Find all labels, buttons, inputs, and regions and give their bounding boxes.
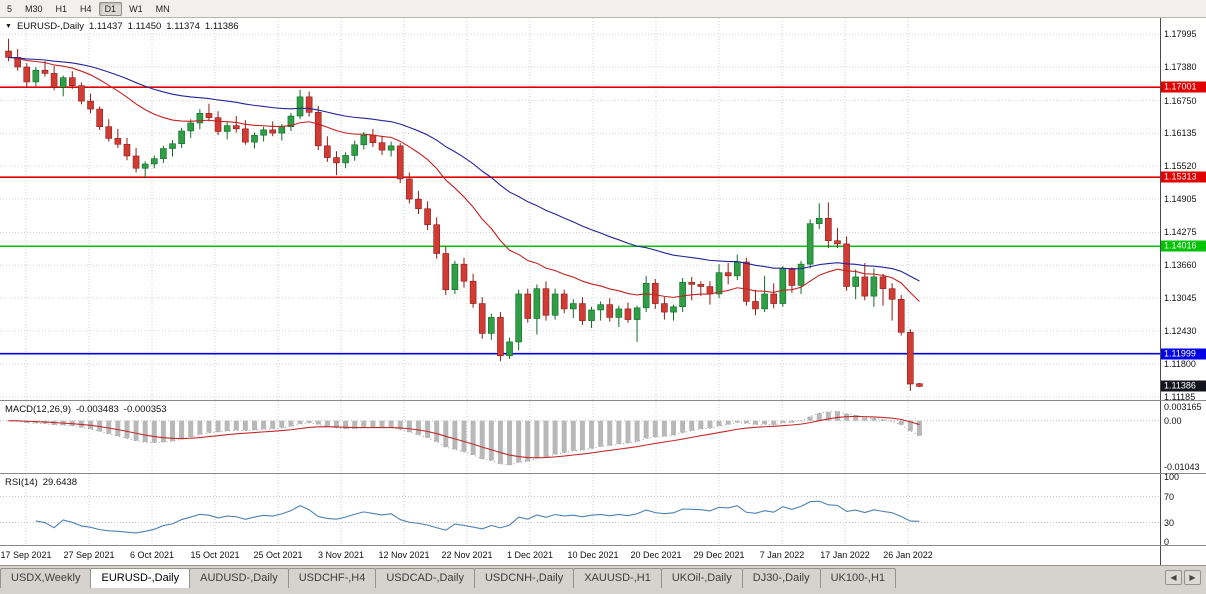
date-label: 6 Oct 2021 <box>129 550 175 560</box>
axis-tick: 1.12430 <box>1164 325 1197 336</box>
axis-tick: 1.11800 <box>1164 359 1196 370</box>
date-label: 7 Jan 2022 <box>759 550 805 560</box>
macd-name: MACD(12,26,9) <box>5 404 71 415</box>
axis-tick: 100 <box>1164 472 1180 482</box>
macd-label: MACD(12,26,9) -0.003483 -0.000353 <box>5 404 167 415</box>
date-label: 22 Nov 2021 <box>441 550 493 560</box>
date-label: 25 Oct 2021 <box>253 550 303 560</box>
price-axis[interactable]: 1.17995 1.17380 1.16750 1.16135 1.15520 1.149… <box>1160 18 1206 403</box>
symbol-label: EURUSD-,Daily <box>16 21 84 32</box>
timeframe-bar: 5 M30 H1 H4 D1 W1 MN <box>0 0 1206 18</box>
timeframe-button-h4[interactable]: H4 <box>80 3 92 14</box>
axis-tick: 1.16750 <box>1164 95 1197 106</box>
chart-tab-usdchf-h4[interactable]: USDCHF-,H4 <box>287 568 377 588</box>
macd-svg <box>0 401 1160 473</box>
axis-tick: 70 <box>1164 491 1175 502</box>
timeframe-button-w1[interactable]: W1 <box>129 3 143 14</box>
chart-tab-usdcad-daily[interactable]: USDCAD-,Daily <box>375 568 475 588</box>
axis-tick: 0.003165 <box>1164 401 1202 412</box>
chart-tabbar: USDX,Weekly EURUSD-,Daily AUDUSD-,Daily USD… <box>0 565 1206 594</box>
timeframe-button-h1[interactable]: H1 <box>55 3 68 14</box>
timeframe-button-mn[interactable]: MN <box>155 3 170 14</box>
chart-tab-audusd-daily[interactable]: AUDUSD-,Daily <box>189 568 289 588</box>
timeframe-button-d1[interactable]: D1 <box>98 1 123 16</box>
chart-tab-usdcnh-daily[interactable]: USDCNH-,Daily <box>473 568 575 588</box>
axis-tick: 1.17380 <box>1164 62 1197 72</box>
ohlc-high: 1.11450 <box>127 21 162 32</box>
rsi-name: RSI(14) <box>5 477 38 488</box>
macd-value-main: -0.003483 <box>76 404 119 415</box>
date-label: 26 Jan 2022 <box>883 550 933 560</box>
axis-tick: 1.17995 <box>1164 29 1197 40</box>
main-chart-svg <box>0 18 1160 400</box>
tab-scroll-right-icon[interactable]: ▶ <box>1184 570 1201 585</box>
axis-tick: 1.13045 <box>1164 292 1197 303</box>
axis-tick: -0.01043 <box>1164 461 1200 472</box>
price-badge: 1.11999 <box>1161 348 1206 360</box>
price-badge: 1.11386 <box>1161 380 1206 392</box>
date-axis[interactable]: 17 Sep 2021 27 Sep 2021 6 Oct 2021 15 Oct 2… <box>0 546 1160 565</box>
axis-tick: 1.11185 <box>1164 392 1196 403</box>
rsi-svg <box>0 474 1160 545</box>
tab-scroll: ◀ ▶ <box>1162 568 1204 587</box>
chart-tab-ukoil-daily[interactable]: UKOil-,Daily <box>660 568 743 588</box>
date-label: 12 Nov 2021 <box>378 550 430 560</box>
rsi-label: RSI(14) 29.6438 <box>5 477 77 488</box>
rsi-axis[interactable]: 100 70 30 0 <box>1160 472 1206 547</box>
axis-tick: 1.15520 <box>1164 161 1197 172</box>
price-plot[interactable]: ▼ EURUSD-,Daily 1.11437 1.11450 1.11374 … <box>0 18 1160 400</box>
chart-tab-dj30-daily[interactable]: DJ30-,Daily <box>741 568 821 588</box>
date-label: 27 Sep 2021 <box>63 550 115 560</box>
axis-tick: 1.13660 <box>1164 260 1197 271</box>
price-badge: 1.17001 <box>1161 81 1206 93</box>
axis-tick: 0.00 <box>1164 415 1182 426</box>
tab-list: USDX,Weekly EURUSD-,Daily AUDUSD-,Daily USD… <box>0 568 897 588</box>
macd-panel: MACD(12,26,9) -0.003483 -0.000353 0.0031… <box>0 400 1206 473</box>
date-axis-row: 17 Sep 2021 27 Sep 2021 6 Oct 2021 15 Oct 2… <box>0 545 1206 565</box>
date-label: 15 Oct 2021 <box>190 550 240 560</box>
date-label: 3 Nov 2021 <box>317 550 365 560</box>
axis-tick: 1.16135 <box>1164 128 1197 139</box>
date-label: 1 Dec 2021 <box>506 550 554 560</box>
macd-axis[interactable]: 0.003165 0.00 -0.01043 <box>1160 401 1206 473</box>
axis-tick: 30 <box>1164 517 1175 528</box>
symbol-dropdown-icon[interactable]: ▼ <box>5 23 12 30</box>
macd-plot[interactable]: MACD(12,26,9) -0.003483 -0.000353 <box>0 401 1160 473</box>
macd-value-signal: -0.000353 <box>123 404 167 415</box>
price-badge: 1.14016 <box>1161 240 1206 252</box>
chart-tab-xauusd-h1[interactable]: XAUUSD-,H1 <box>573 568 662 588</box>
chart-ohlc-label: ▼ EURUSD-,Daily 1.11437 1.11450 1.11374 … <box>5 21 239 32</box>
tab-scroll-left-icon[interactable]: ◀ <box>1165 570 1182 585</box>
ohlc-close: 1.11386 <box>204 21 239 32</box>
date-label: 20 Dec 2021 <box>630 550 682 560</box>
chart-tab-uk100-h1[interactable]: UK100-,H1 <box>819 568 897 588</box>
chart-area: ▼ EURUSD-,Daily 1.11437 1.11450 1.11374 … <box>0 18 1206 565</box>
ohlc-low: 1.11374 <box>166 21 200 32</box>
axis-tick: 1.14275 <box>1164 227 1197 238</box>
chart-tab-eurusd-daily[interactable]: EURUSD-,Daily <box>90 568 191 588</box>
axis-tick: 0 <box>1164 537 1170 547</box>
date-label: 10 Dec 2021 <box>567 550 619 560</box>
rsi-value: 29.6438 <box>42 477 78 488</box>
date-label: 17 Sep 2021 <box>0 550 52 560</box>
price-badge: 1.15313 <box>1161 171 1206 183</box>
rsi-panel: RSI(14) 29.6438 100 70 30 0 <box>0 472 1206 547</box>
ohlc-open: 1.11437 <box>88 21 123 32</box>
axis-corner <box>1160 546 1206 565</box>
chart-tab-usdx-weekly[interactable]: USDX,Weekly <box>0 568 92 588</box>
date-label: 29 Dec 2021 <box>693 550 745 560</box>
timeframe-button-5[interactable]: 5 <box>7 3 13 14</box>
price-panel: ▼ EURUSD-,Daily 1.11437 1.11450 1.11374 … <box>0 18 1206 403</box>
rsi-plot[interactable]: RSI(14) 29.6438 <box>0 474 1160 545</box>
axis-tick: 1.14905 <box>1164 193 1197 204</box>
date-label: 17 Jan 2022 <box>820 550 870 560</box>
timeframe-button-m30[interactable]: M30 <box>25 3 43 14</box>
